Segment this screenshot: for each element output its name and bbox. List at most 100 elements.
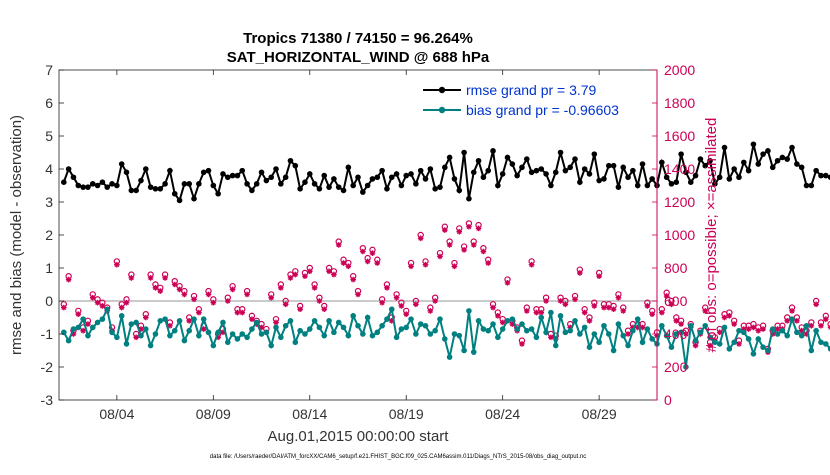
- obs-assimilated-point: [509, 321, 516, 327]
- bias-point: [649, 336, 655, 342]
- bias-point: [109, 329, 115, 336]
- obs-assimilated-point: [244, 291, 250, 298]
- bias-point: [712, 339, 718, 346]
- bias-point: [80, 316, 86, 322]
- obs-assimilated-point: [741, 326, 747, 332]
- obs-assimilated-point: [490, 304, 496, 311]
- obs-assimilated-point: [702, 308, 709, 314]
- obs-assimilated-point: [200, 326, 207, 332]
- bias-point: [94, 319, 101, 326]
- obs-assimilated-point: [605, 304, 612, 311]
- rmse-point: [210, 182, 217, 189]
- obs-assimilated-point: [114, 261, 120, 268]
- bias-point: [432, 327, 438, 334]
- y-tick-label: 0: [45, 293, 53, 309]
- bias-point: [485, 327, 492, 334]
- bias-point: [350, 313, 356, 319]
- rmse-point: [123, 169, 130, 176]
- x-tick-label: 08/14: [292, 406, 327, 422]
- rmse-point: [229, 172, 236, 179]
- rmse-point: [630, 167, 636, 174]
- bias-point: [273, 324, 279, 331]
- rmse-point: [335, 184, 342, 190]
- rmse-point: [827, 174, 830, 180]
- obs-assimilated-point: [533, 309, 540, 316]
- bias-point: [340, 324, 347, 331]
- obs-assimilated-point: [99, 303, 106, 309]
- rmse-point: [369, 176, 376, 182]
- bias-point: [258, 331, 265, 337]
- x-tick-label: 08/04: [99, 406, 134, 422]
- rmse-point: [765, 148, 771, 154]
- rmse-point: [572, 156, 578, 162]
- obs-assimilated-point: [644, 303, 651, 309]
- rmse-point: [591, 151, 598, 157]
- bias-point: [548, 309, 554, 316]
- obs-assimilated-point: [615, 294, 622, 301]
- bias-point: [697, 329, 704, 336]
- rmse-point: [687, 179, 694, 185]
- obs-assimilated-point: [364, 258, 371, 265]
- rmse-point: [523, 156, 530, 162]
- rmse-point: [114, 182, 120, 189]
- bias-point: [639, 339, 646, 346]
- bias-point: [186, 327, 193, 334]
- rmse-point: [80, 184, 86, 190]
- rmse-point: [794, 161, 800, 167]
- x-tick-label: 08/09: [196, 406, 231, 422]
- bias-point: [133, 319, 139, 326]
- bias-point: [731, 339, 737, 346]
- y-tick-label: -2: [41, 359, 54, 375]
- bias-point: [306, 326, 313, 332]
- bias-point: [229, 331, 236, 337]
- obs-assimilated-point: [745, 326, 752, 332]
- bias-point: [268, 342, 274, 349]
- rmse-point: [282, 174, 289, 181]
- rmse-point: [736, 174, 742, 181]
- rmse-point: [75, 182, 82, 189]
- rmse-point: [615, 184, 622, 190]
- bias-point: [605, 331, 612, 337]
- rmse-point: [707, 157, 713, 164]
- bias-point: [292, 339, 299, 346]
- obs-assimilated-point: [239, 309, 246, 316]
- bias-point: [234, 336, 241, 342]
- rmse-point: [731, 166, 737, 172]
- y-tick-label: 4: [45, 161, 53, 177]
- rmse-point: [437, 184, 443, 190]
- obs-assimilated-point: [557, 298, 564, 304]
- y-tick-label: -1: [41, 326, 54, 342]
- obs-assimilated-point: [673, 318, 680, 324]
- rmse-point: [692, 172, 699, 179]
- rmse-point: [138, 177, 144, 184]
- obs-assimilated-point: [388, 318, 395, 324]
- obs-assimilated-point: [442, 227, 448, 233]
- obs-assimilated-point: [176, 286, 183, 293]
- rmse-point: [774, 157, 781, 164]
- rmse-point: [205, 167, 212, 174]
- obs-assimilated-point: [287, 275, 294, 281]
- rmse-point: [104, 184, 111, 190]
- rmse-point: [147, 184, 154, 190]
- rmse-point: [350, 182, 356, 189]
- bias-point: [769, 326, 776, 332]
- bias-point: [774, 331, 781, 337]
- obs-assimilated-point: [721, 314, 728, 321]
- obs-assimilated-point: [128, 275, 135, 281]
- rmse-point: [162, 181, 168, 187]
- bias-point: [244, 334, 250, 341]
- bias-point: [827, 346, 830, 352]
- rmse-point: [143, 166, 149, 172]
- rmse-point: [224, 174, 231, 181]
- obs-assimilated-point: [726, 313, 733, 319]
- bias-point: [191, 316, 197, 322]
- rmse-point: [393, 171, 400, 177]
- bias-point: [171, 327, 178, 334]
- obs-assimilated-point: [769, 331, 776, 337]
- bias-point: [822, 341, 829, 347]
- obs-assimilated-point: [75, 311, 82, 317]
- bias-point: [417, 321, 424, 327]
- bias-point: [331, 329, 337, 336]
- observation-count-layer: [60, 220, 830, 355]
- rmse-point: [668, 181, 675, 187]
